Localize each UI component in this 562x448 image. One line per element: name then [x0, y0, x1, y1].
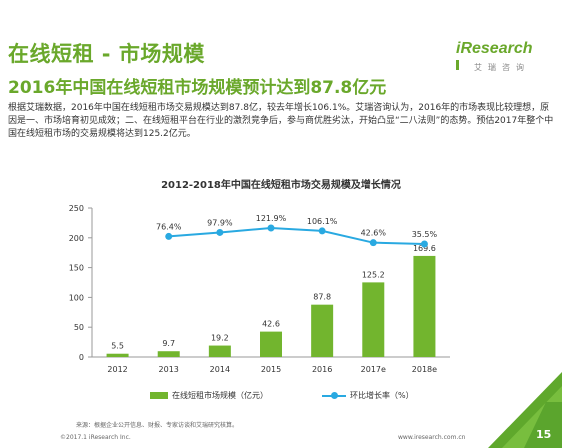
bar-value-label: 5.5 — [111, 342, 124, 351]
bar — [106, 353, 129, 357]
bar — [157, 351, 180, 357]
growth-rate-point — [216, 228, 224, 236]
copyright: ©2017.1 iResearch Inc. — [60, 434, 131, 441]
bar — [413, 255, 436, 357]
growth-rate-label: 35.5% — [412, 230, 438, 239]
x-tick-label: 2018e — [412, 365, 437, 374]
growth-rate-label: 97.9% — [207, 218, 233, 227]
description-paragraph: 根据艾瑞数据，2016年中国在线短租市场交易规模达到87.8亿，较去年增长106… — [8, 103, 554, 139]
y-tick-label: 0 — [79, 353, 84, 362]
growth-rate-point — [420, 240, 428, 248]
growth-rate-point — [318, 227, 326, 235]
growth-rate-label: 121.9% — [256, 214, 287, 223]
x-tick-label: 2016 — [312, 365, 332, 374]
chart-legend: 在线短租市场规模（亿元） 环比增长率（%） — [0, 390, 562, 404]
brand-name: iResearch — [456, 40, 533, 57]
y-tick-label: 50 — [74, 323, 84, 332]
bar-value-label: 87.8 — [313, 293, 331, 302]
bar-value-label: 19.2 — [211, 334, 229, 343]
logo-accent-bar — [456, 60, 459, 70]
bar — [362, 282, 385, 357]
x-tick-label: 2017e — [361, 365, 386, 374]
website: www.iresearch.com.cn — [398, 434, 466, 441]
growth-rate-point — [369, 239, 377, 247]
legend-item-bar: 在线短租市场规模（亿元） — [150, 390, 268, 401]
y-tick-label: 200 — [69, 234, 84, 243]
iresearch-logo: iResearch 艾瑞咨询 — [456, 40, 546, 76]
x-tick-label: 2015 — [261, 365, 281, 374]
growth-rate-label: 106.1% — [307, 217, 338, 226]
bar-value-label: 169.6 — [413, 244, 436, 253]
x-tick-label: 2013 — [159, 365, 179, 374]
bar — [311, 304, 334, 357]
brand-subtitle: 艾瑞咨询 — [474, 63, 530, 72]
page-number: 15 — [536, 428, 552, 441]
growth-rate-label: 42.6% — [361, 229, 387, 238]
legend-line-label: 环比增长率（%） — [350, 391, 414, 400]
bar-value-label: 42.6 — [262, 320, 280, 329]
bar — [260, 331, 282, 357]
y-tick-label: 100 — [69, 293, 84, 302]
corner-decoration — [488, 372, 562, 448]
page-subtitle: 2016年中国在线短租市场规模预计达到87.8亿元 — [8, 78, 387, 98]
growth-rate-label: 76.4% — [156, 222, 182, 231]
growth-rate-point — [165, 232, 173, 240]
y-tick-label: 250 — [69, 204, 84, 213]
legend-line-swatch — [322, 391, 346, 400]
chart-title: 2012-2018年中国在线短租市场交易规模及增长情况 — [161, 180, 401, 191]
bar — [208, 345, 231, 357]
x-tick-label: 2012 — [107, 365, 127, 374]
legend-bar-swatch — [150, 392, 168, 399]
bar-value-label: 9.7 — [162, 339, 175, 348]
y-tick-label: 150 — [69, 264, 84, 273]
legend-bar-label: 在线短租市场规模（亿元） — [172, 391, 268, 400]
growth-rate-line — [168, 226, 425, 245]
source-note: 来源：根据企业公开信息、财报、专家访谈和艾瑞研究核算。 — [76, 422, 239, 429]
growth-rate-point — [267, 224, 275, 232]
x-tick-label: 2014 — [210, 365, 230, 374]
legend-item-line: 环比增长率（%） — [322, 390, 414, 401]
bar-value-label: 125.2 — [362, 270, 385, 279]
page-title: 在线短租 - 市场规模 — [8, 42, 205, 66]
